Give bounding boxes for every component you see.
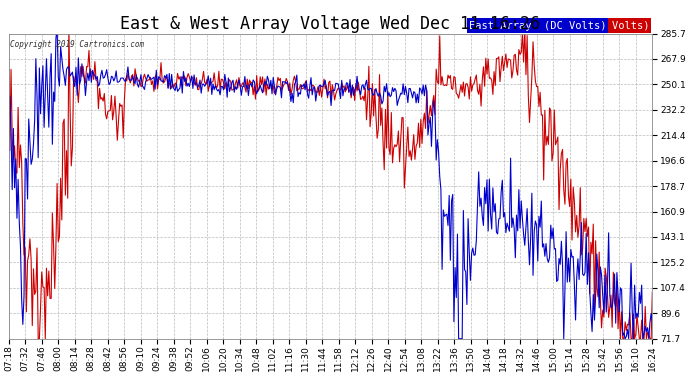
Title: East & West Array Voltage Wed Dec 11 16:26: East & West Array Voltage Wed Dec 11 16:… [121, 15, 540, 33]
Text: West Array  (DC Volts): West Array (DC Volts) [511, 21, 649, 30]
Text: Copyright 2019 Cartronics.com: Copyright 2019 Cartronics.com [10, 40, 144, 49]
Text: East Array  (DC Volts): East Array (DC Volts) [469, 21, 607, 30]
